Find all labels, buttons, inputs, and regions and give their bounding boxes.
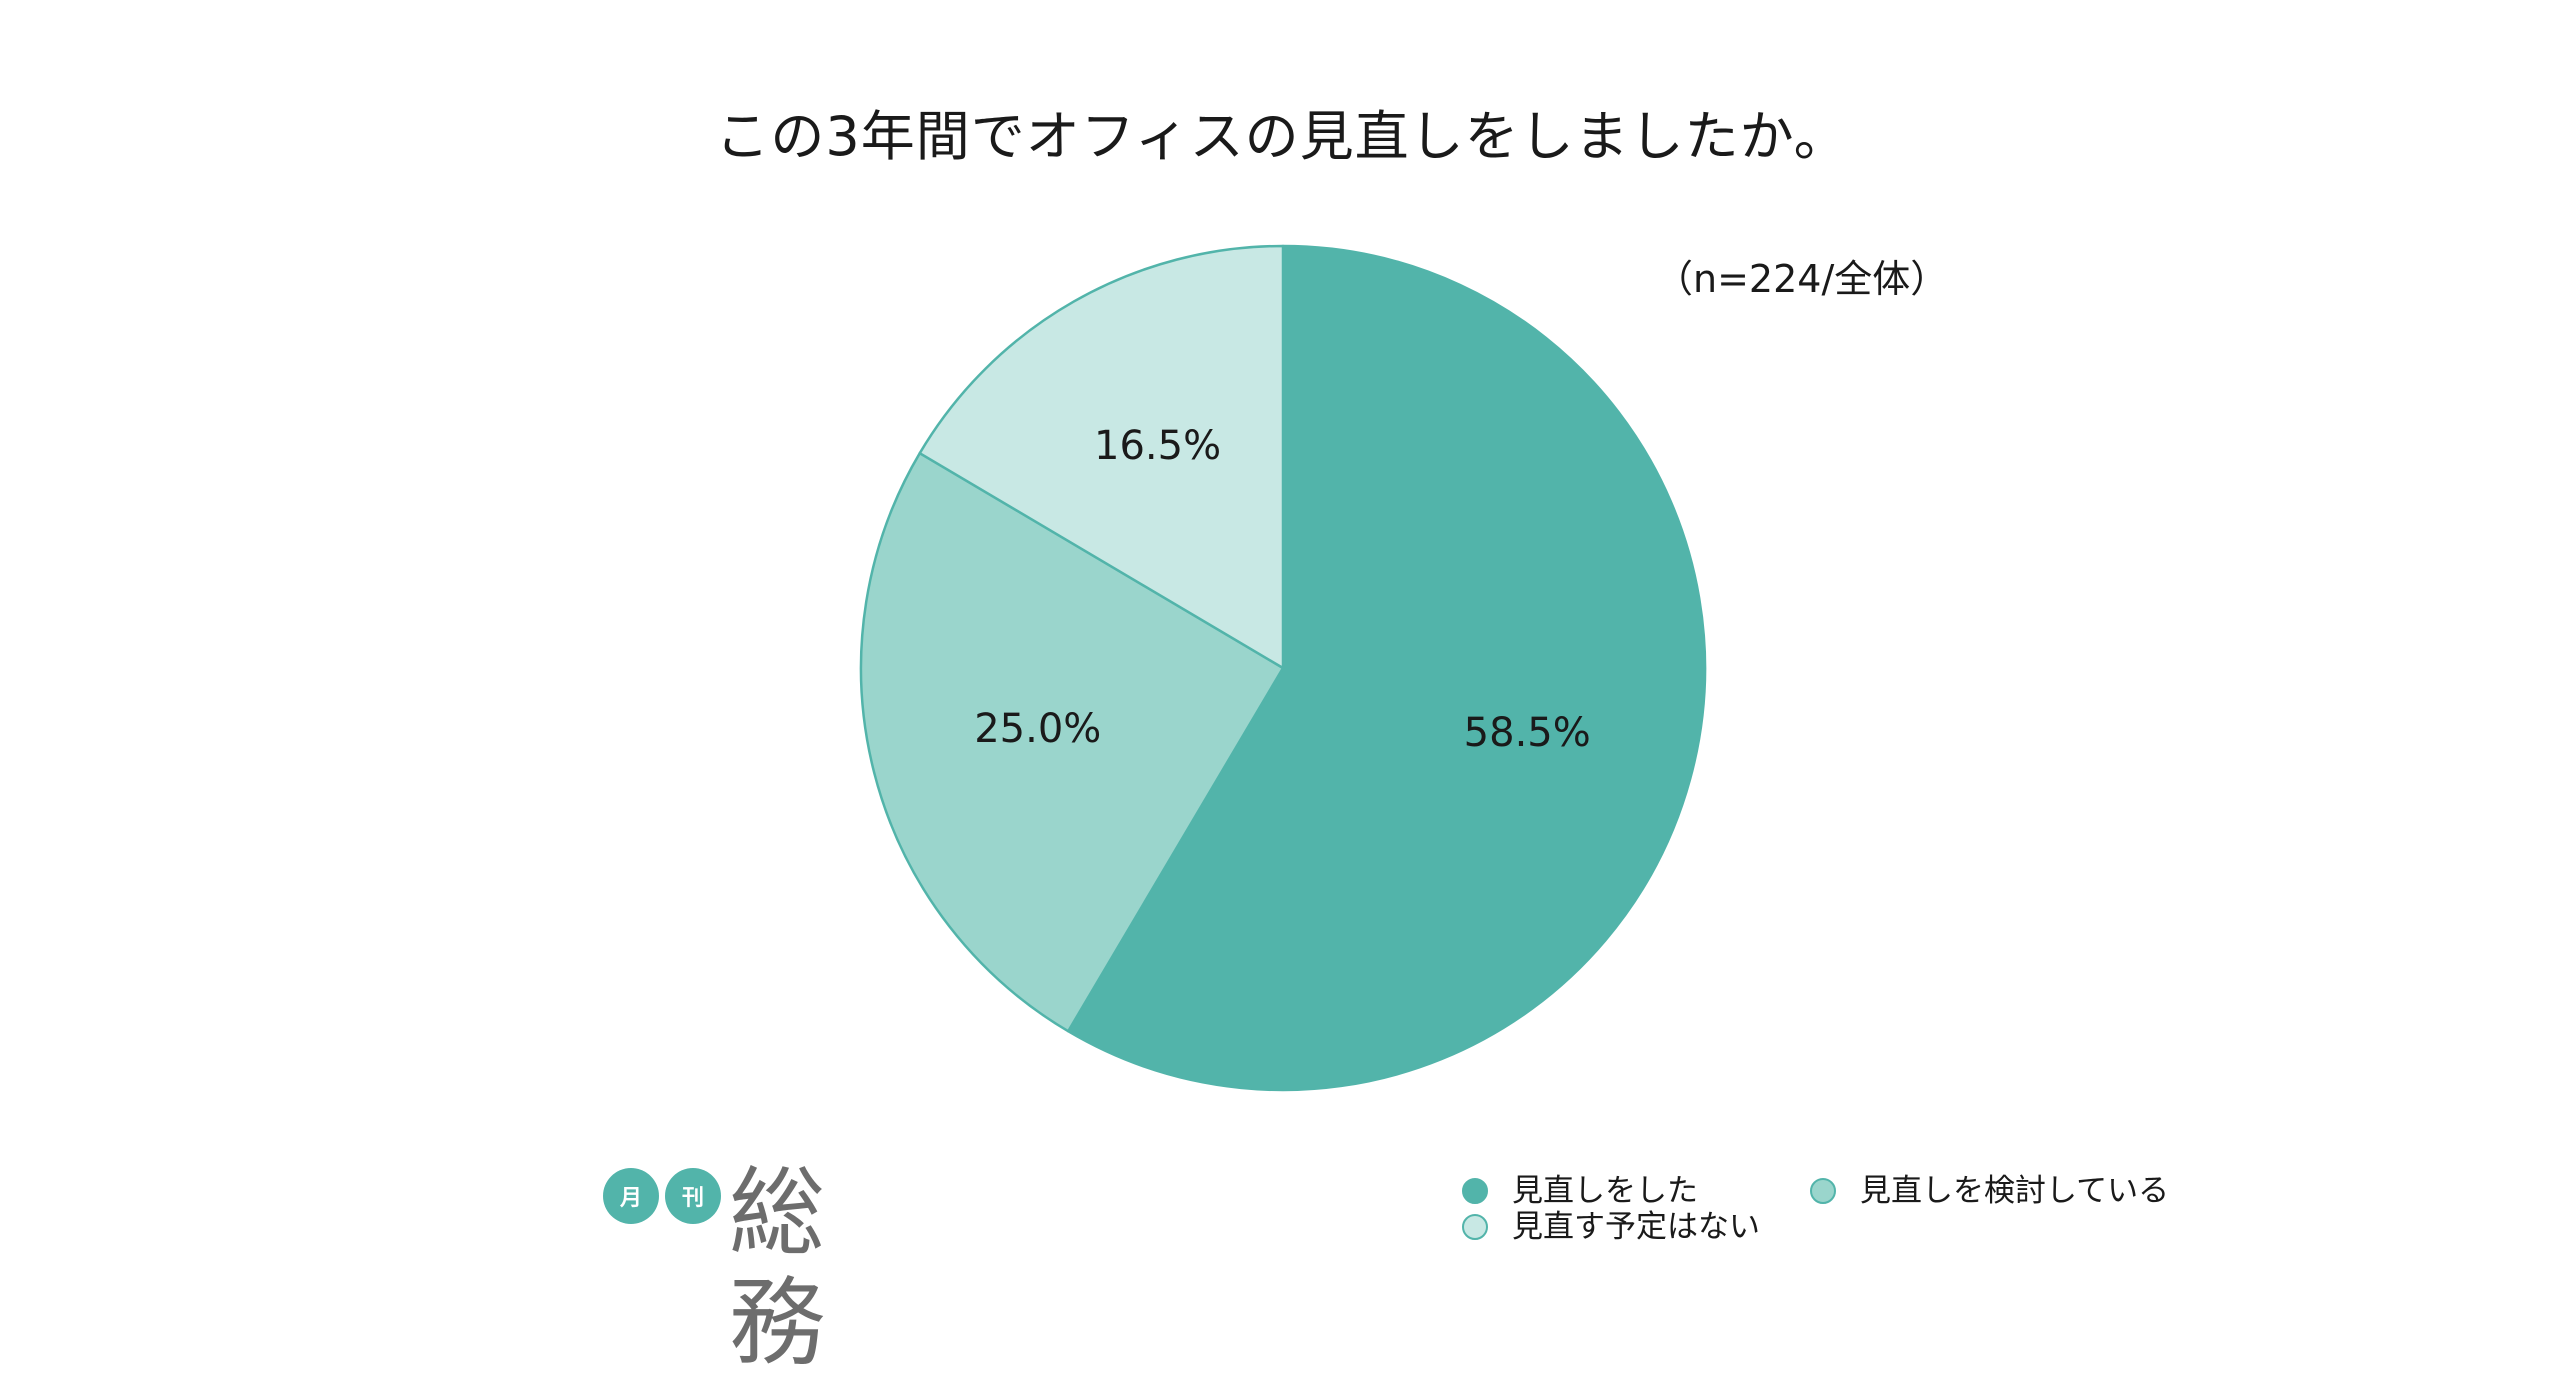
slice-label-considering: 25.0% (974, 706, 1101, 752)
legend-item-no-plan: 見直す予定はない (1462, 1208, 1760, 1246)
logo-wordmark: 総務 (729, 1157, 825, 1379)
legend-item-did-review: 見直しをした (1462, 1172, 1698, 1210)
pie-labels: 58.5% 25.0% 16.5% (974, 423, 1591, 756)
legend-swatch (1810, 1178, 1836, 1204)
sample-size-note: （n=224/全体） (1655, 257, 1949, 301)
logo-badge-month: 月 (603, 1168, 659, 1224)
slice-label-did-review: 58.5% (1464, 710, 1591, 756)
pie-chart: 58.5% 25.0% 16.5% (859, 244, 1707, 1092)
legend-label: 見直しをした (1512, 1173, 1698, 1209)
logo-badge-publication: 刊 (665, 1168, 721, 1224)
chart-title: この3年間でオフィスの見直しをしましたか。 (715, 105, 1849, 168)
legend-label: 見直す予定はない (1512, 1209, 1760, 1245)
pie-slice-did-review (1066, 244, 1707, 1092)
pie-slices (859, 244, 1707, 1092)
pie-slice-no-plan (918, 244, 1285, 670)
slice-label-no-plan: 16.5% (1094, 423, 1221, 469)
legend-swatch (1462, 1178, 1488, 1204)
legend-item-considering: 見直しを検討している (1810, 1172, 2169, 1210)
pie-slice-considering (859, 451, 1285, 1033)
magazine-logo: 月 刊 総務 (603, 1158, 903, 1378)
chart-legend: 見直しをした 見直しを検討している 見直す予定はない (1462, 1172, 2222, 1262)
legend-swatch (1462, 1214, 1488, 1240)
legend-label: 見直しを検討している (1860, 1173, 2170, 1209)
